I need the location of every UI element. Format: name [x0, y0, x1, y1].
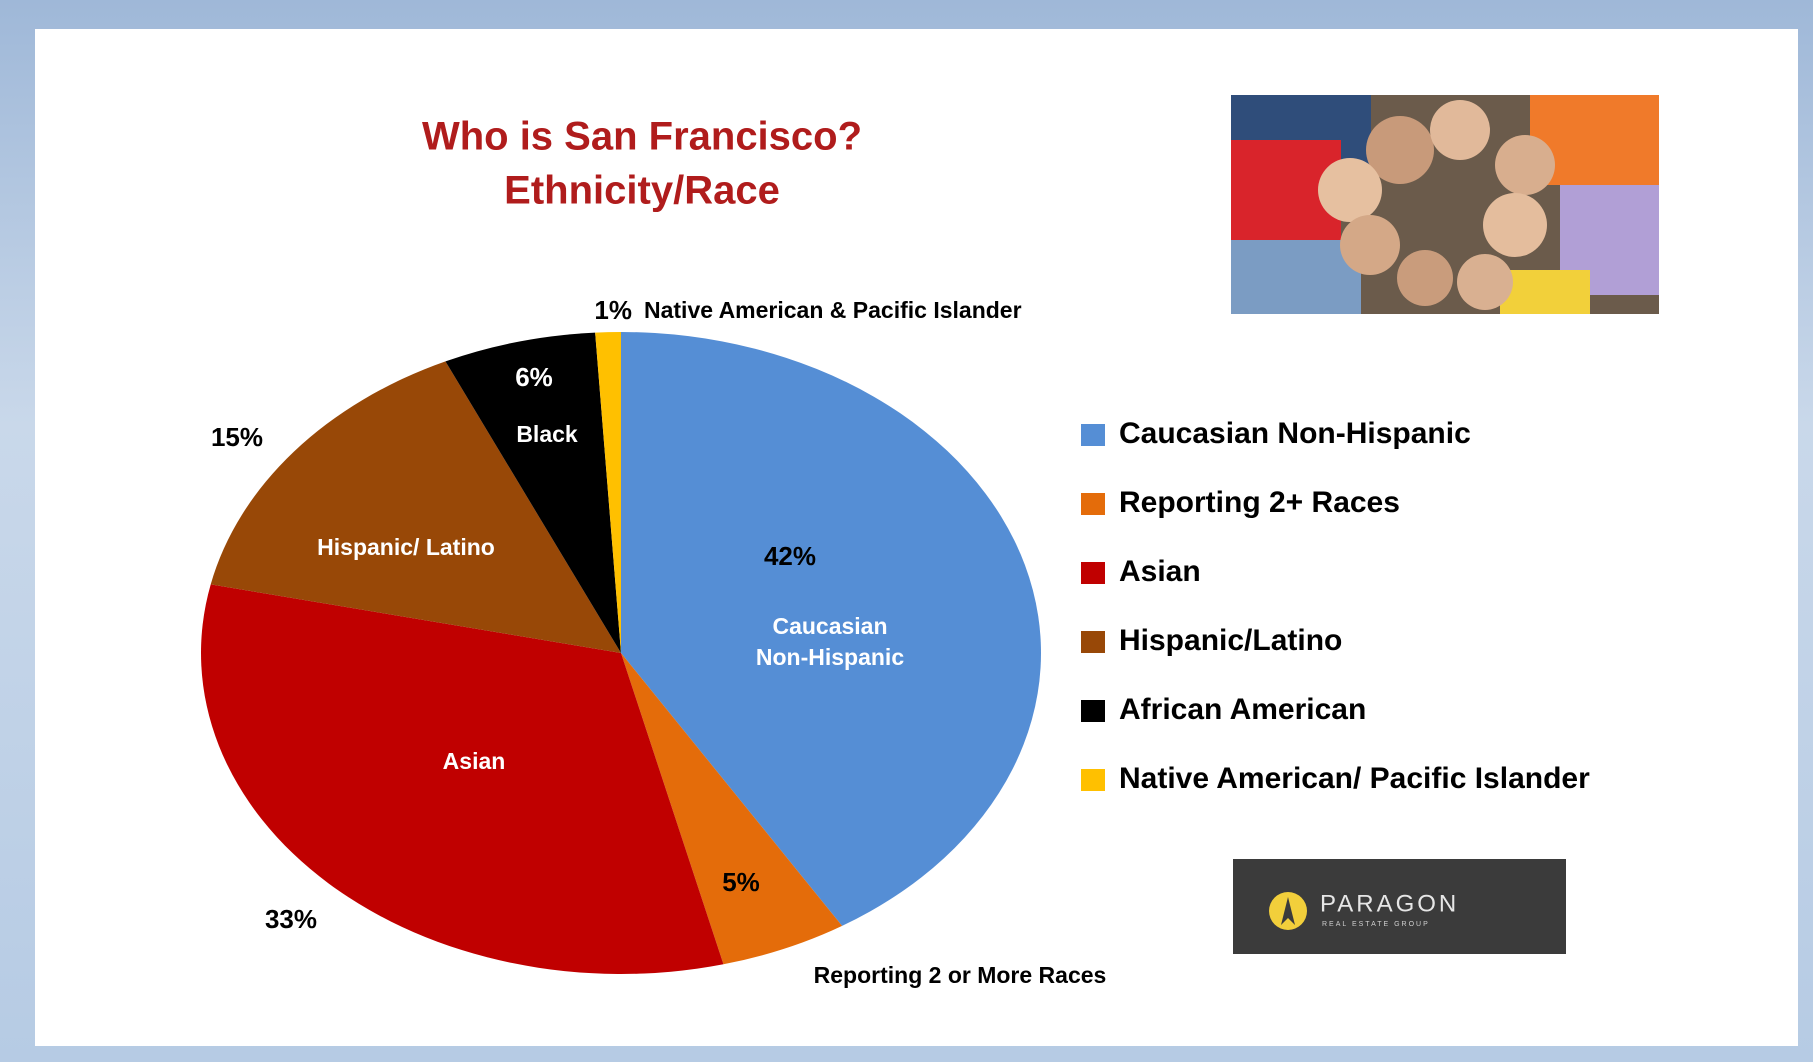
legend-swatch [1081, 424, 1105, 446]
slice-label: Native American & Pacific Islander [644, 297, 1022, 323]
legend-label: Caucasian Non-Hispanic [1119, 417, 1471, 450]
legend-swatch [1081, 631, 1105, 653]
value-label: 33% [265, 904, 317, 934]
page: Who is San Francisco? Ethnicity/Race PAR… [0, 0, 1813, 1062]
slice-label: Asian [443, 748, 506, 774]
chart-title: Who is San Francisco? [422, 115, 862, 159]
slice-label: Hispanic/ Latino [317, 534, 495, 560]
legend-label: Hispanic/Latino [1119, 624, 1342, 657]
logo-tagline: REAL ESTATE GROUP [1322, 921, 1430, 928]
legend-label: African American [1119, 693, 1366, 726]
photo [1231, 95, 1659, 314]
value-label: 6% [515, 362, 553, 392]
logo: PARAGON REAL ESTATE GROUP [1233, 859, 1566, 954]
legend-label: Reporting 2+ Races [1119, 486, 1400, 519]
legend-label: Asian [1119, 555, 1201, 588]
logo-name: PARAGON [1320, 890, 1459, 917]
value-label: 42% [764, 541, 816, 571]
legend-swatch [1081, 562, 1105, 584]
legend-swatch [1081, 769, 1105, 791]
legend-label: Native American/ Pacific Islander [1119, 762, 1590, 795]
legend-swatch [1081, 493, 1105, 515]
slice-label: Reporting 2 or More Races [814, 962, 1107, 988]
slice-label: Caucasian [772, 613, 887, 639]
slice-label: Non-Hispanic [756, 644, 904, 670]
value-label: 15% [211, 422, 263, 452]
chart-title: Ethnicity/Race [504, 169, 780, 213]
value-label: 1% [594, 295, 632, 325]
value-label: 5% [722, 867, 760, 897]
legend-swatch [1081, 700, 1105, 722]
slice-label: Black [516, 421, 578, 447]
slide: Who is San Francisco? Ethnicity/Race PAR… [0, 0, 1813, 1062]
